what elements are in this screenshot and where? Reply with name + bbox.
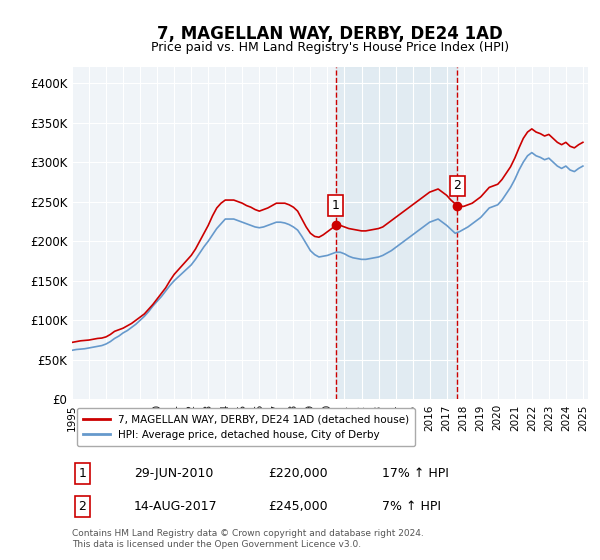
Text: 7, MAGELLAN WAY, DERBY, DE24 1AD: 7, MAGELLAN WAY, DERBY, DE24 1AD (157, 25, 503, 43)
Text: Contains HM Land Registry data © Crown copyright and database right 2024.
This d: Contains HM Land Registry data © Crown c… (72, 529, 424, 549)
Legend: 7, MAGELLAN WAY, DERBY, DE24 1AD (detached house), HPI: Average price, detached : 7, MAGELLAN WAY, DERBY, DE24 1AD (detach… (77, 408, 415, 446)
Text: 14-AUG-2017: 14-AUG-2017 (134, 500, 218, 513)
Text: 2: 2 (79, 500, 86, 513)
Text: 17% ↑ HPI: 17% ↑ HPI (382, 467, 448, 480)
Text: 29-JUN-2010: 29-JUN-2010 (134, 467, 213, 480)
Text: 7% ↑ HPI: 7% ↑ HPI (382, 500, 440, 513)
Text: 1: 1 (332, 199, 340, 212)
Bar (336, 67, 457, 399)
Text: Price paid vs. HM Land Registry's House Price Index (HPI): Price paid vs. HM Land Registry's House … (151, 41, 509, 54)
Text: 1: 1 (79, 467, 86, 480)
Text: £245,000: £245,000 (268, 500, 328, 513)
Text: 2: 2 (453, 179, 461, 192)
Text: £220,000: £220,000 (268, 467, 328, 480)
